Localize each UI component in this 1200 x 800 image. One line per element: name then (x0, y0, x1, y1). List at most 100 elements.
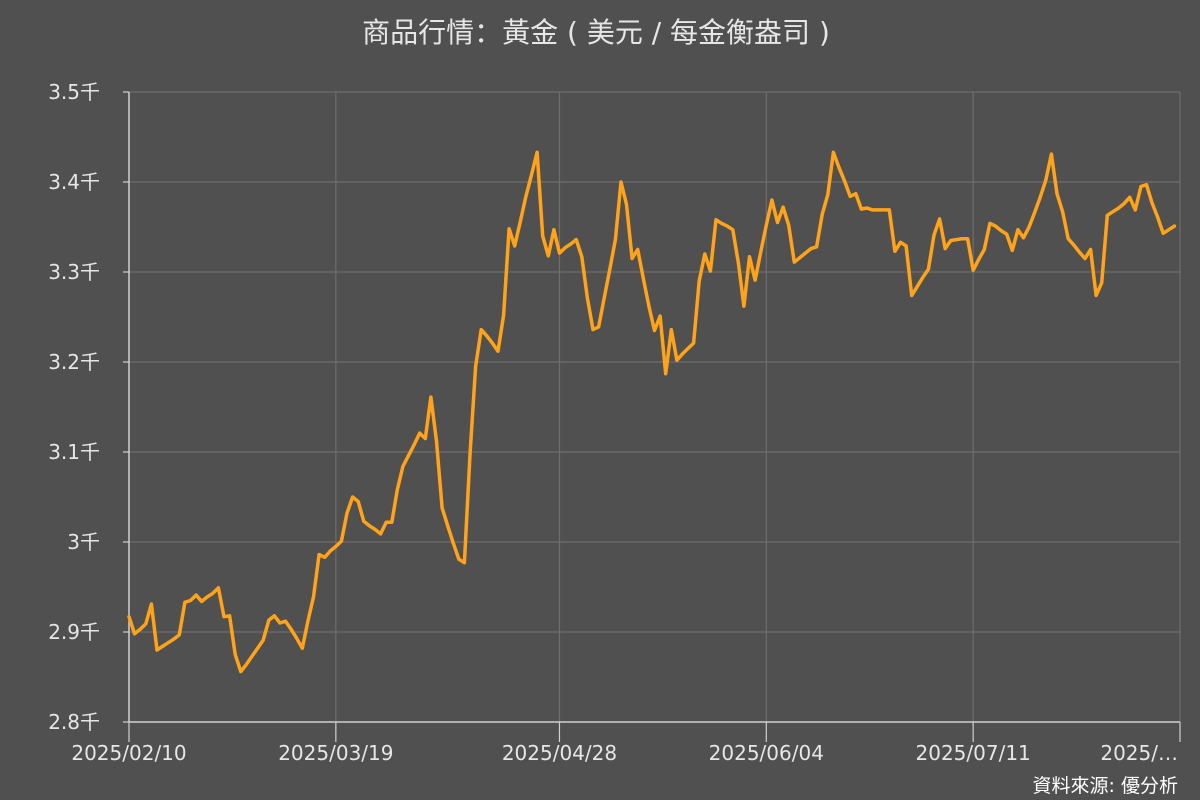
data-point (1105, 213, 1109, 217)
data-point (306, 619, 310, 623)
data-point (457, 557, 461, 561)
data-point (261, 638, 265, 642)
data-point (541, 234, 545, 238)
data-point (317, 553, 321, 557)
data-point (1139, 185, 1143, 188)
data-point (1016, 228, 1020, 232)
data-point (155, 648, 159, 652)
data-point (641, 276, 645, 280)
data-point (1061, 210, 1065, 214)
data-point (960, 237, 964, 241)
data-point (211, 591, 215, 595)
data-point (1128, 195, 1132, 199)
data-point (938, 217, 942, 221)
data-point (485, 334, 489, 338)
data-point (233, 653, 237, 656)
data-point (535, 150, 539, 154)
data-point (161, 644, 164, 648)
data-point (1089, 248, 1093, 251)
data-point (759, 250, 763, 254)
data-point (502, 313, 506, 317)
data-point (177, 633, 181, 637)
data-point (446, 524, 450, 528)
data-point (507, 227, 511, 231)
data-point (1038, 195, 1042, 199)
data-point (379, 532, 383, 536)
x-tick-label: 2025/06/04 (709, 741, 824, 765)
data-point (826, 193, 830, 197)
data-point (183, 600, 187, 604)
data-point (194, 593, 198, 597)
data-point (244, 662, 248, 666)
data-point (776, 221, 779, 224)
data-point (312, 595, 315, 599)
data-point (149, 602, 153, 606)
data-point (172, 637, 176, 641)
data-point (524, 194, 528, 198)
data-point (893, 249, 897, 253)
data-point (127, 615, 131, 619)
data-point (809, 247, 813, 251)
data-point (736, 261, 740, 265)
x-tick-label: 2025/07/11 (916, 741, 1031, 765)
data-point (1100, 281, 1104, 285)
data-point (882, 208, 886, 212)
data-point (848, 194, 852, 198)
data-point (390, 520, 394, 524)
data-point (574, 238, 578, 242)
data-point (653, 329, 656, 332)
data-point (608, 267, 612, 271)
data-point (580, 255, 584, 259)
data-point (356, 500, 360, 503)
data-point (597, 325, 601, 329)
data-point (569, 242, 573, 246)
data-point (1172, 224, 1176, 228)
data-point (300, 646, 304, 650)
data-point (1156, 215, 1160, 219)
data-point (697, 279, 701, 283)
data-point (887, 208, 891, 212)
data-point (468, 453, 472, 457)
data-point (686, 347, 690, 350)
data-point (530, 173, 533, 177)
data-point (708, 269, 712, 273)
data-point (854, 192, 858, 196)
data-point (669, 328, 673, 332)
data-point (994, 224, 997, 228)
data-point (401, 464, 405, 468)
data-point (1133, 208, 1137, 212)
y-tick-label: 3.2千 (48, 350, 100, 374)
data-point (675, 358, 679, 362)
data-point (988, 221, 992, 225)
data-point (1049, 152, 1053, 156)
data-point (289, 627, 293, 631)
data-point (362, 519, 366, 523)
y-tick-label: 3.1千 (48, 440, 100, 464)
data-point (373, 527, 377, 531)
data-point (295, 636, 299, 640)
data-point (591, 328, 595, 332)
data-point (1161, 231, 1165, 235)
data-point (865, 206, 869, 210)
data-point (323, 555, 327, 559)
data-point (876, 208, 880, 212)
data-point (328, 549, 332, 553)
data-point (222, 615, 226, 619)
y-tick-label: 2.9千 (48, 620, 100, 644)
data-point (748, 255, 751, 259)
data-point (636, 248, 640, 251)
data-point (367, 524, 371, 528)
data-point (1094, 293, 1098, 297)
data-point (837, 166, 841, 170)
data-point (228, 614, 232, 618)
data-point (133, 632, 137, 636)
data-point (770, 198, 774, 202)
data-point (753, 278, 757, 282)
data-point (725, 224, 729, 228)
data-point (664, 372, 668, 376)
data-point (205, 595, 209, 599)
data-point (546, 254, 550, 258)
data-point (256, 646, 260, 650)
